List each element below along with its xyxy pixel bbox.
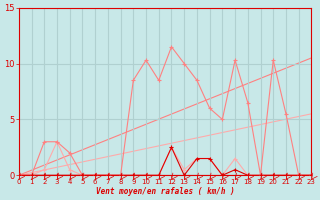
X-axis label: Vent moyen/en rafales ( km/h ): Vent moyen/en rafales ( km/h ) [96, 187, 235, 196]
